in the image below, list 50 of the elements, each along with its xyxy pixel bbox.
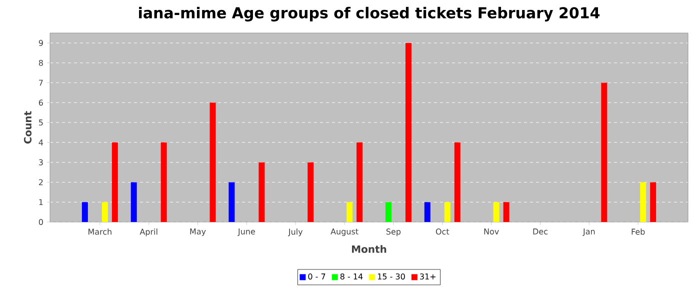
bar xyxy=(210,102,216,222)
y-tick-label: 1 xyxy=(39,199,43,206)
y-tick-label: 4 xyxy=(38,140,44,146)
legend-label: 8 - 14 xyxy=(340,273,363,280)
bar xyxy=(493,202,500,222)
bar xyxy=(160,142,167,222)
legend-label: 0 - 7 xyxy=(308,273,326,280)
y-tick-label: 9 xyxy=(38,40,43,46)
x-tick-label: Nov xyxy=(484,228,499,234)
x-tick-label: Oct xyxy=(436,228,450,235)
bar xyxy=(640,182,646,222)
bar xyxy=(258,162,265,222)
y-tick-label: 8 xyxy=(38,60,43,66)
x-tick-label: July xyxy=(288,228,303,236)
bar xyxy=(650,182,656,222)
y-tick-label: 6 xyxy=(38,100,43,106)
y-tick-label: 5 xyxy=(38,120,43,126)
bar xyxy=(82,202,88,222)
x-axis-title: Month xyxy=(352,245,386,253)
bar xyxy=(503,202,510,222)
x-tick-label: Sep xyxy=(386,228,401,236)
x-tick-label: Dec xyxy=(533,228,548,234)
bar xyxy=(405,42,412,222)
bar xyxy=(228,182,235,222)
y-tick-label: 3 xyxy=(38,159,43,166)
x-tick-label: Feb xyxy=(632,228,645,235)
y-axis-title: Count xyxy=(24,111,32,144)
bar xyxy=(444,202,450,222)
x-tick-label: June xyxy=(238,228,255,236)
legend-label: 15 - 30 xyxy=(378,273,405,280)
chart-title: iana-mime Age groups of closed tickets February 2014 xyxy=(139,6,600,22)
bar xyxy=(112,142,118,222)
y-tick-label: 7 xyxy=(39,80,43,86)
y-tick-label: 2 xyxy=(38,179,43,186)
bar xyxy=(385,202,392,222)
x-tick-label: August xyxy=(330,228,358,236)
legend-label: 31+ xyxy=(420,273,436,280)
bar xyxy=(308,162,314,222)
bar xyxy=(601,82,608,222)
x-tick-label: Jan xyxy=(582,228,595,236)
bar xyxy=(346,202,353,222)
x-tick-label: April xyxy=(140,228,158,236)
bar xyxy=(102,202,108,222)
x-tick-label: March xyxy=(88,228,112,235)
bar xyxy=(356,142,363,222)
bar xyxy=(424,202,430,222)
x-tick-label: May xyxy=(190,228,206,236)
bar xyxy=(130,182,137,222)
bar xyxy=(454,142,460,222)
y-tick-label: 0 xyxy=(38,218,43,226)
